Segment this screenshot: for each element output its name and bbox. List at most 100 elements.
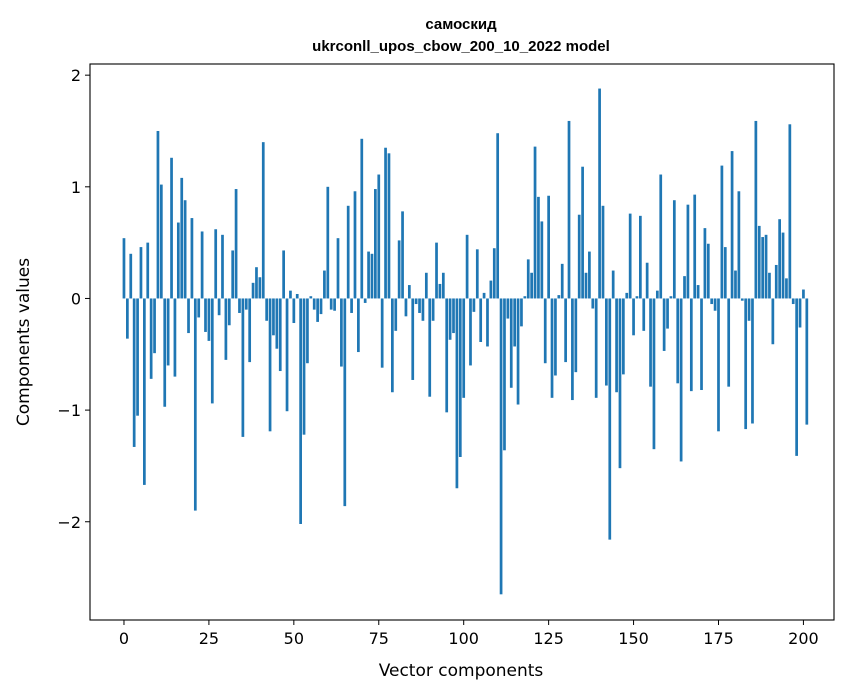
bar-189 (764, 234, 768, 299)
bar-68 (353, 191, 357, 299)
bar-46 (278, 298, 282, 372)
bar-119 (526, 259, 530, 299)
bar-91 (431, 298, 435, 321)
bar-194 (781, 232, 785, 299)
bar-170 (700, 298, 703, 391)
bar-167 (689, 298, 693, 392)
bar-75 (377, 174, 381, 299)
bar-128 (557, 295, 561, 299)
bar-113 (506, 298, 510, 319)
bar-98 (455, 298, 459, 489)
bar-76 (380, 298, 384, 368)
bar-144 (611, 270, 615, 299)
bar-35 (241, 298, 245, 437)
bar-41 (261, 142, 265, 299)
bar-59 (323, 270, 326, 299)
bar-131 (567, 120, 571, 299)
x-axis: 0 25 50 75 100 125 150 175 200 (119, 620, 819, 648)
bar-22 (197, 298, 201, 318)
bar-198 (795, 298, 798, 456)
bar-65 (343, 298, 347, 507)
bar-17 (180, 177, 184, 299)
bar-93 (438, 283, 442, 299)
bar-132 (571, 298, 574, 401)
bar-112 (503, 298, 506, 451)
bar-199 (798, 298, 802, 328)
bar-175 (717, 298, 720, 432)
bar-139 (594, 298, 598, 398)
bar-121 (533, 146, 537, 299)
bar-53 (302, 298, 306, 435)
bar-5 (139, 247, 143, 299)
y-tick-label: 0 (71, 289, 81, 308)
bar-34 (238, 298, 241, 313)
bar-180 (734, 270, 737, 299)
bar-45 (275, 298, 279, 349)
bar-11 (159, 184, 163, 299)
bar-197 (791, 298, 795, 305)
bar-32 (231, 250, 235, 299)
bar-195 (785, 278, 788, 299)
bar-81 (397, 240, 401, 299)
bar-24 (204, 298, 207, 332)
bar-142 (605, 298, 608, 386)
bar-47 (282, 250, 285, 299)
bar-188 (761, 237, 765, 299)
bar-123 (540, 221, 544, 299)
bar-62 (333, 298, 336, 311)
bar-114 (509, 298, 513, 388)
bar-151 (635, 296, 639, 299)
bar-103 (472, 298, 476, 312)
bar-106 (482, 292, 486, 299)
bar-160 (666, 298, 669, 329)
bar-97 (452, 298, 455, 334)
bar-69 (357, 298, 360, 353)
y-tick-label: −2 (57, 513, 81, 532)
bar-165 (683, 276, 686, 299)
bar-129 (560, 263, 564, 299)
bar-176 (720, 165, 724, 299)
bar-54 (306, 298, 309, 364)
bar-183 (744, 298, 748, 430)
bar-147 (622, 298, 625, 375)
bar-122 (537, 196, 540, 299)
bar-109 (492, 248, 496, 299)
bar-71 (363, 298, 367, 303)
y-tick-label: 2 (71, 66, 81, 85)
bar-40 (258, 277, 262, 299)
bar-130 (564, 298, 567, 363)
bar-92 (435, 242, 438, 299)
y-tick-label: 1 (71, 178, 81, 197)
bar-83 (404, 298, 408, 317)
bar-13 (166, 298, 170, 366)
bar-143 (608, 298, 612, 540)
bar-124 (543, 298, 547, 364)
bar-192 (774, 264, 778, 299)
bar-104 (475, 249, 479, 299)
bar-79 (391, 298, 394, 393)
bar-95 (445, 298, 449, 413)
bar-52 (299, 298, 302, 524)
bar-154 (645, 262, 649, 299)
bar-115 (513, 298, 517, 347)
bar-72 (367, 251, 370, 299)
bar-23 (200, 231, 204, 299)
bar-108 (489, 280, 493, 299)
bar-86 (414, 298, 418, 305)
bar-7 (146, 242, 150, 299)
x-tick-label: 175 (703, 629, 734, 648)
bar-43 (268, 298, 272, 432)
bar-152 (639, 215, 642, 299)
bar-50 (292, 298, 296, 324)
bar-181 (737, 191, 741, 299)
bar-187 (757, 225, 761, 299)
bar-57 (316, 298, 319, 322)
bar-179 (730, 151, 734, 299)
bar-173 (710, 298, 714, 305)
bar-9 (153, 298, 156, 354)
bar-89 (424, 272, 428, 299)
bar-171 (703, 228, 707, 299)
bar-80 (394, 298, 398, 331)
bar-49 (289, 290, 292, 299)
bar-169 (696, 285, 700, 299)
